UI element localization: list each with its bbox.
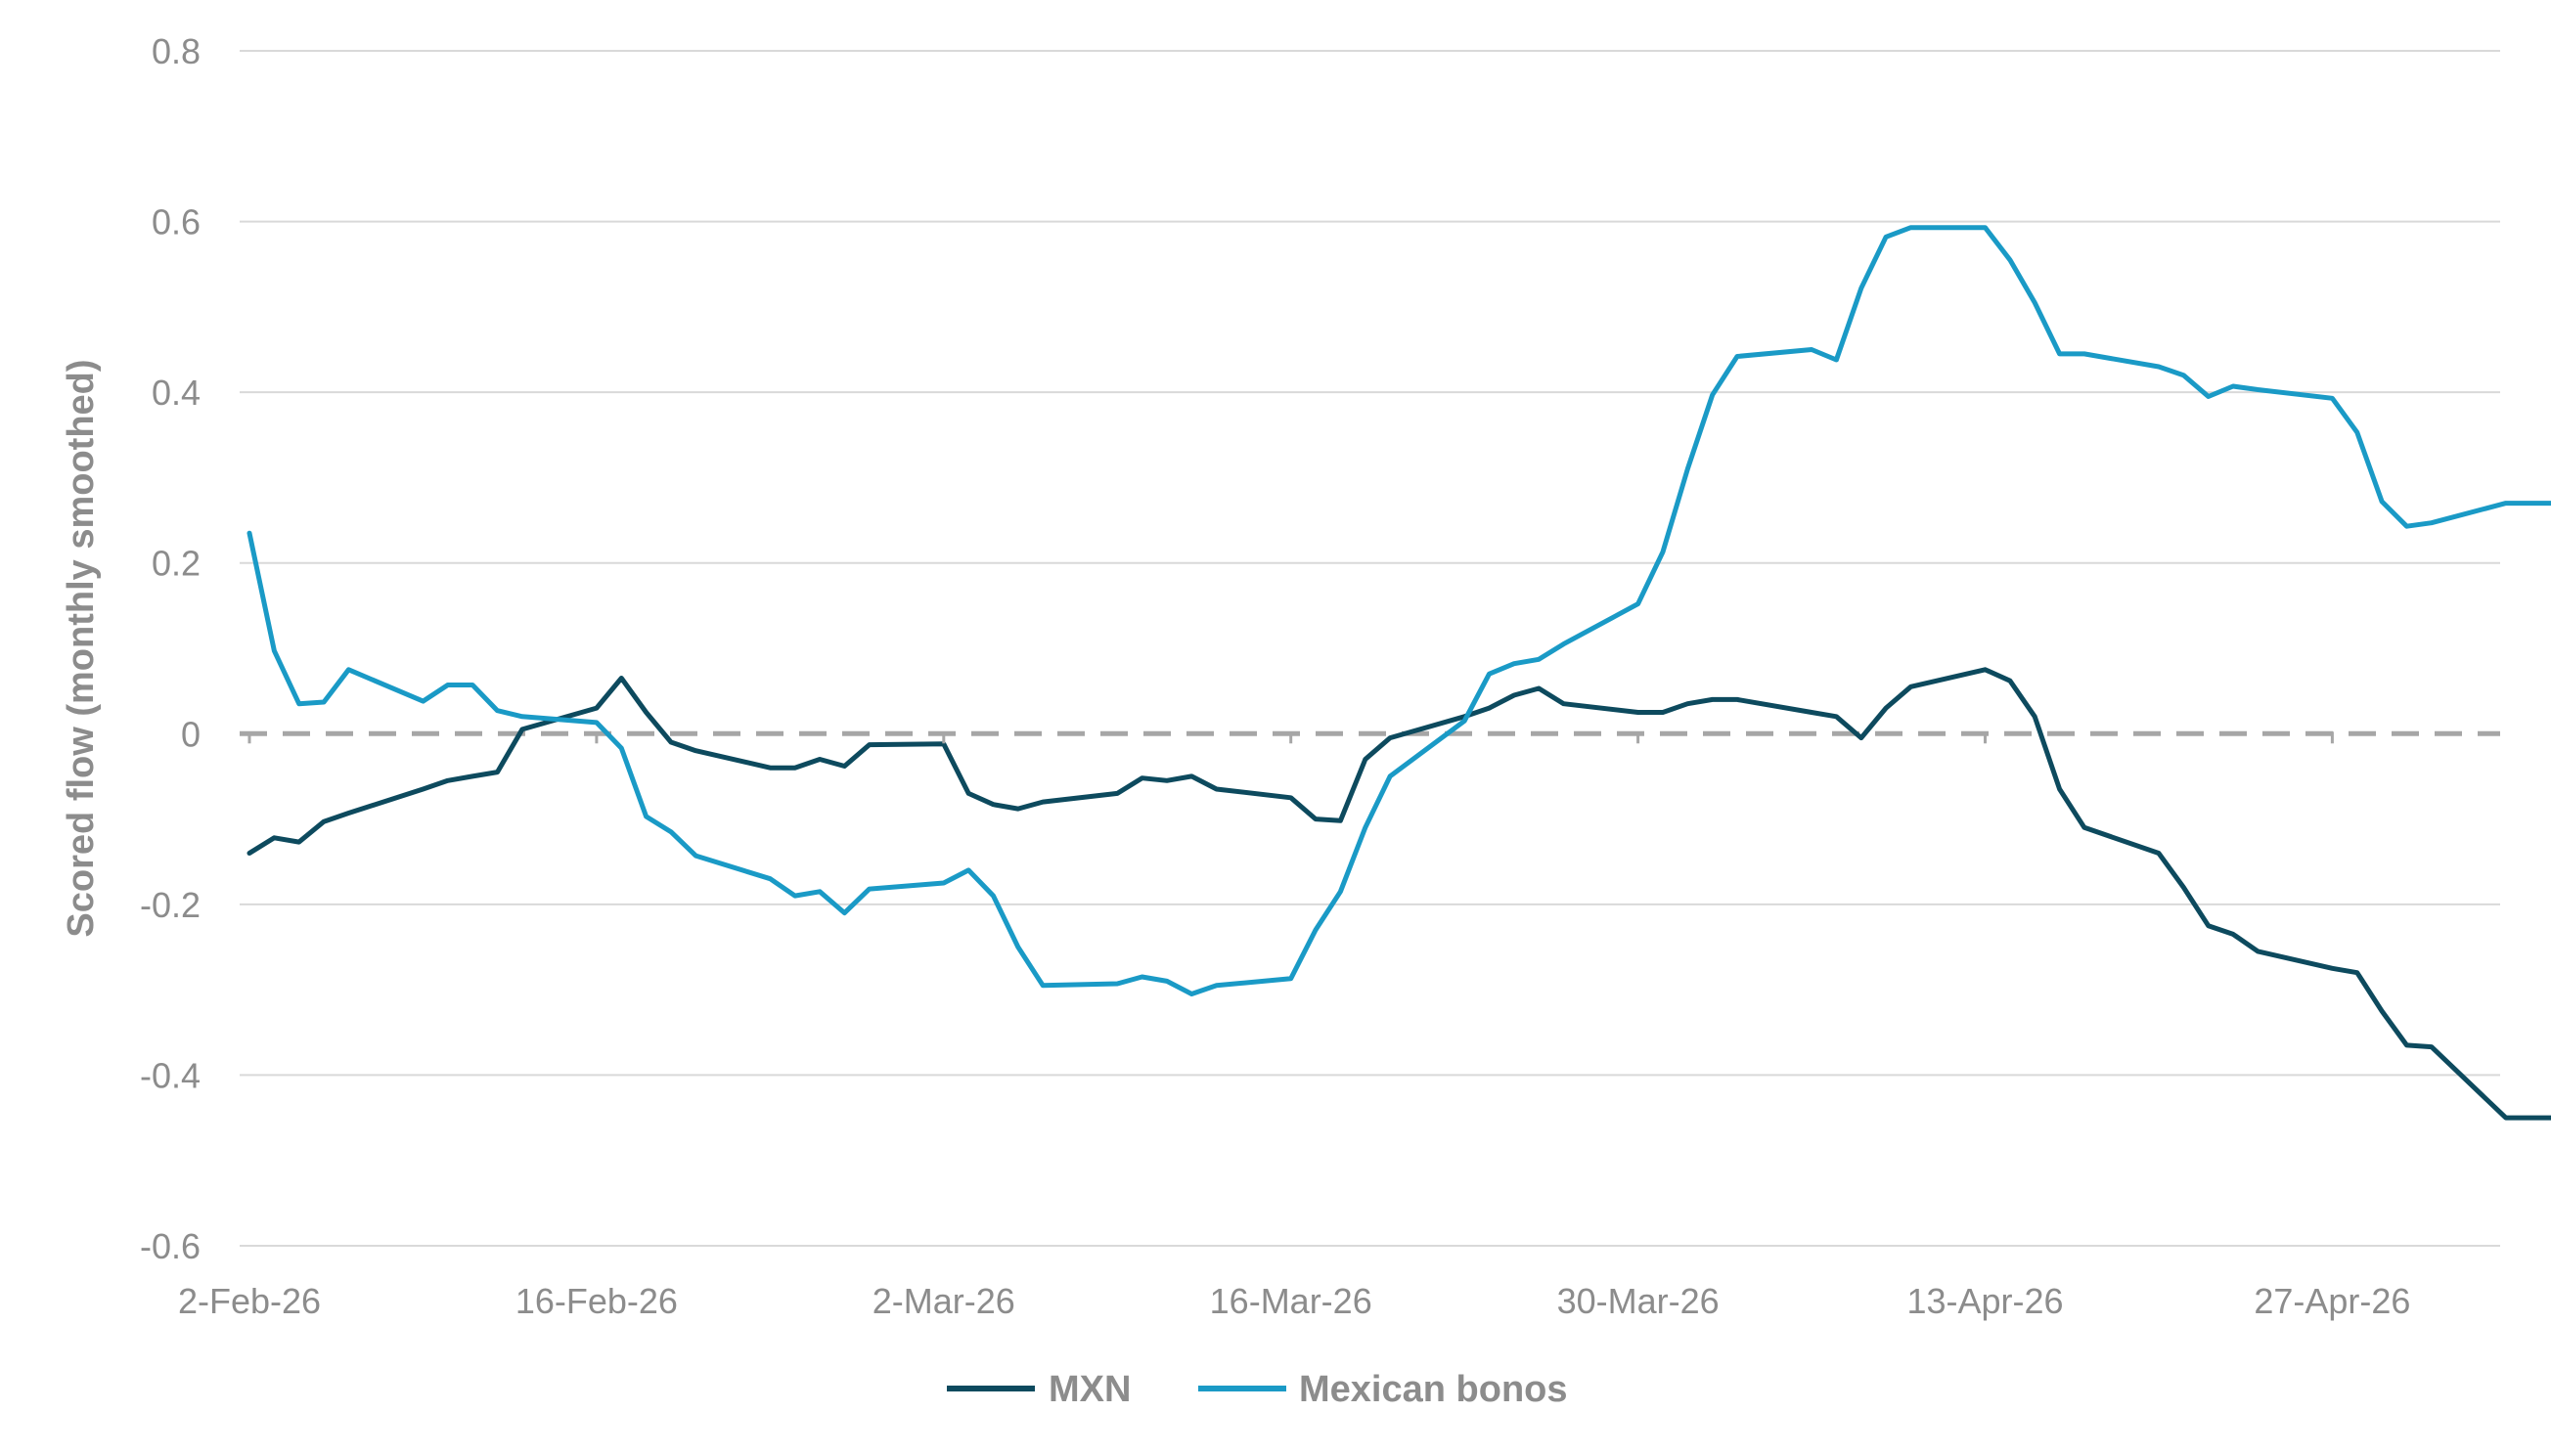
x-tick-label: 16-Feb-26 xyxy=(515,1281,678,1321)
gridlines xyxy=(240,50,2500,1247)
y-tick-label: 0.2 xyxy=(152,544,201,584)
y-axis-ticks: -0.6 -0.4 -0.2 0 0.2 0.4 0.6 0.8 xyxy=(140,31,201,1266)
legend: MXN Mexican bonos xyxy=(947,1369,1568,1410)
x-axis-ticks: 2-Feb-26 16-Feb-26 2-Mar-26 16-Mar-26 30-Mar… xyxy=(178,731,2410,1321)
x-tick-label: 16-Mar-26 xyxy=(1210,1281,1372,1321)
y-tick-label: 0.6 xyxy=(152,202,201,243)
y-tick-label: -0.2 xyxy=(140,885,201,925)
series-line-mexican-bonos xyxy=(246,225,2551,996)
series-layer xyxy=(246,225,2551,1121)
x-tick-label: 13-Apr-26 xyxy=(1906,1281,2063,1321)
y-tick-label: 0 xyxy=(181,714,201,754)
y-tick-label: -0.6 xyxy=(140,1226,201,1266)
legend-label: Mexican bonos xyxy=(1299,1369,1568,1410)
y-axis-title: Scored flow (monthly smoothed) xyxy=(61,359,102,937)
y-tick-label: 0.4 xyxy=(152,373,201,413)
x-tick-label: 2-Feb-26 xyxy=(178,1281,321,1321)
legend-label: MXN xyxy=(1049,1369,1131,1410)
x-tick-label: 27-Apr-26 xyxy=(2254,1281,2410,1321)
y-tick-label: -0.4 xyxy=(140,1055,201,1095)
series-line-mxn xyxy=(246,667,2551,1121)
x-tick-label: 2-Mar-26 xyxy=(873,1281,1015,1321)
y-tick-label: 0.8 xyxy=(152,31,201,71)
x-tick-label: 30-Mar-26 xyxy=(1557,1281,1720,1321)
